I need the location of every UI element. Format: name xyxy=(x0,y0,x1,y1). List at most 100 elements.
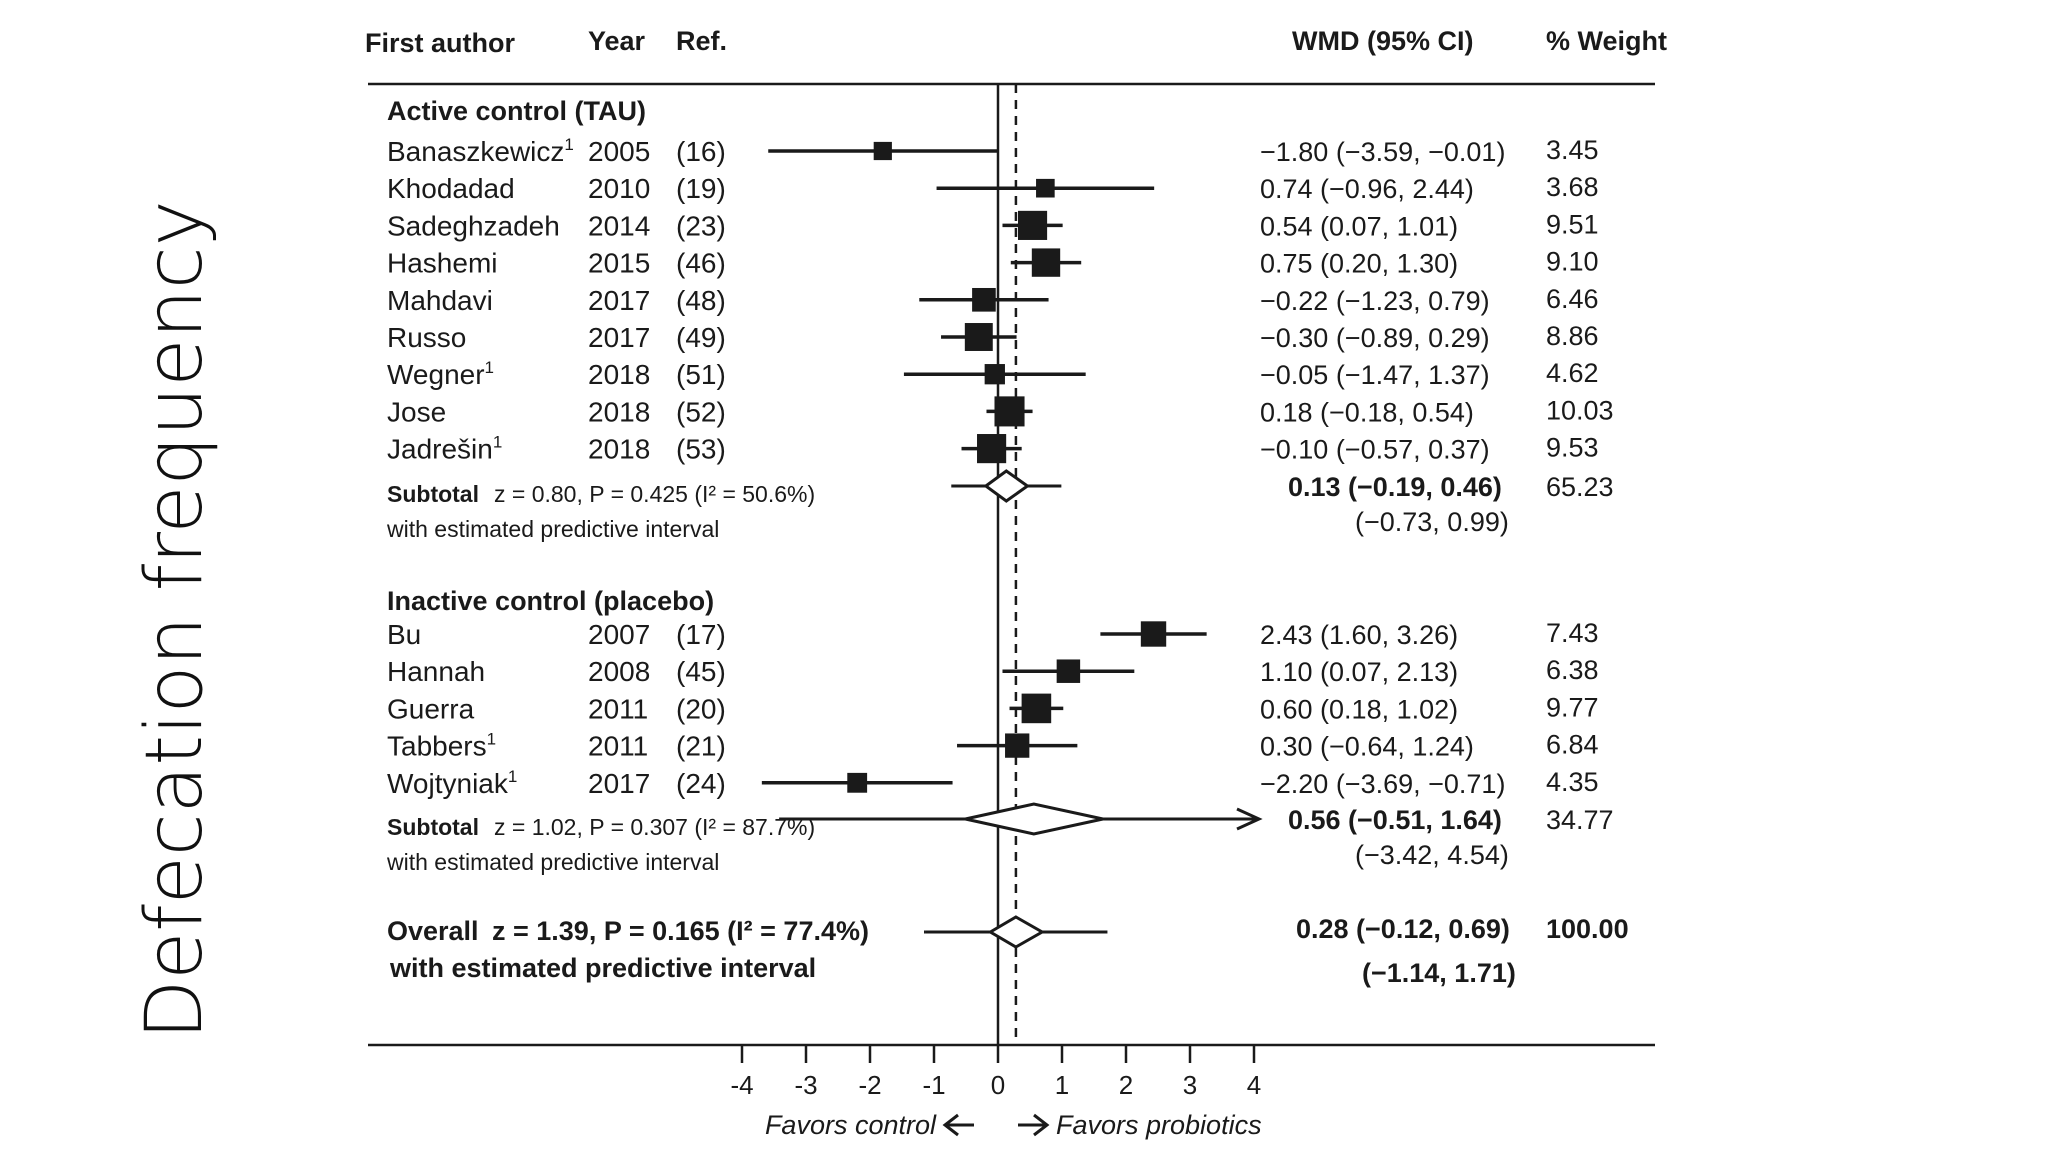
study-weight: 4.35 xyxy=(1546,767,1599,797)
study-wmd-ci: 0.75 (0.20, 1.30) xyxy=(1260,249,1458,279)
study-weight: 10.03 xyxy=(1546,395,1614,425)
study-weight: 7.43 xyxy=(1546,618,1599,648)
study-wmd-ci: −0.30 (−0.89, 0.29) xyxy=(1260,323,1490,353)
subtotal-stats: z = 0.80, P = 0.425 (I² = 50.6%) xyxy=(494,481,815,507)
study-author-name: Hashemi xyxy=(387,248,497,279)
study-point-estimate xyxy=(1140,621,1167,647)
study-author-footnote: 1 xyxy=(508,767,517,786)
study-author-name: Khodadad xyxy=(387,173,515,204)
study-ref: (45) xyxy=(676,656,726,687)
x-tick-label: 4 xyxy=(1247,1070,1261,1100)
header-year: Year xyxy=(588,26,646,56)
study-year: 2015 xyxy=(588,248,650,279)
study-year: 2010 xyxy=(588,173,650,204)
study-ref: (46) xyxy=(676,248,726,279)
study-author: Hashemi xyxy=(387,248,497,279)
right-arrow-head xyxy=(1033,1113,1050,1137)
group-title: Active control (TAU) xyxy=(387,96,646,126)
x-tick-label: 1 xyxy=(1055,1070,1069,1100)
study-weight: 9.51 xyxy=(1546,209,1599,239)
subtotal-weight: 65.23 xyxy=(1546,472,1614,502)
study-year: 2011 xyxy=(588,731,648,762)
study-point-estimate xyxy=(1018,210,1048,240)
subtotal-pi-label: with estimated predictive interval xyxy=(386,849,719,875)
study-weight: 3.68 xyxy=(1546,172,1599,202)
study-wmd-ci: −0.05 (−1.47, 1.37) xyxy=(1260,360,1490,390)
study-weight: 3.45 xyxy=(1546,135,1599,165)
study-author-name: Wegner xyxy=(387,359,485,390)
study-year: 2011 xyxy=(588,693,648,724)
study-point-estimate xyxy=(873,141,892,161)
overall-diamond xyxy=(987,915,1046,949)
study-author-footnote: 1 xyxy=(485,358,494,377)
overall-pi: (−1.14, 1.71) xyxy=(1362,958,1516,988)
study-author-name: Jadrešin xyxy=(387,434,493,465)
study-year: 2018 xyxy=(588,434,650,465)
study-author: Jose xyxy=(387,396,446,427)
study-author-name: Bu xyxy=(387,619,421,650)
overall-weight: 100.00 xyxy=(1546,914,1629,944)
study-year: 2005 xyxy=(588,136,650,167)
subtotal-diamond xyxy=(965,802,1104,836)
study-weight: 9.10 xyxy=(1546,247,1599,277)
study-wmd-ci: 2.43 (1.60, 3.26) xyxy=(1260,620,1458,650)
x-tick-label: -1 xyxy=(922,1070,945,1100)
study-ref: (21) xyxy=(676,731,726,762)
subtotal-stats: z = 1.02, P = 0.307 (I² = 87.7%) xyxy=(494,814,815,840)
study-year: 2008 xyxy=(588,656,650,687)
study-ref: (16) xyxy=(676,136,726,167)
study-weight: 6.38 xyxy=(1546,655,1599,685)
subtotal-weight: 34.77 xyxy=(1546,805,1614,835)
subtotal-wmd-ci: 0.56 (−0.51, 1.64) xyxy=(1288,805,1502,835)
study-author-footnote: 1 xyxy=(493,433,502,452)
study-author: Mahdavi xyxy=(387,285,493,316)
study-ref: (48) xyxy=(676,285,726,316)
header-weight: % Weight xyxy=(1546,26,1667,56)
study-year: 2017 xyxy=(588,285,650,316)
study-weight: 6.46 xyxy=(1546,284,1599,314)
study-year: 2007 xyxy=(588,619,650,650)
subtotal-diamond xyxy=(983,469,1031,503)
study-weight: 6.84 xyxy=(1546,730,1599,760)
study-author-name: Sadeghzadeh xyxy=(387,210,560,241)
study-year: 2014 xyxy=(588,210,650,241)
study-author: Jadrešin1 xyxy=(387,433,502,465)
study-point-estimate xyxy=(1036,178,1055,198)
study-author-name: Banaszkewicz xyxy=(387,136,564,167)
study-point-estimate xyxy=(1005,733,1030,758)
study-point-estimate xyxy=(1021,693,1052,724)
overall-label: Overall xyxy=(387,916,479,946)
study-wmd-ci: 0.18 (−0.18, 0.54) xyxy=(1260,397,1474,427)
x-tick-label: -4 xyxy=(730,1070,753,1100)
study-ref: (49) xyxy=(676,322,726,353)
subtotal-wmd-ci: 0.13 (−0.19, 0.46) xyxy=(1288,472,1502,502)
study-author: Sadeghzadeh xyxy=(387,210,560,241)
study-ref: (20) xyxy=(676,693,726,724)
favors-control-label: Favors control xyxy=(765,1110,937,1140)
study-author: Wojtyniak1 xyxy=(387,767,517,799)
header-wmd-ci: WMD (95% CI) xyxy=(1292,26,1474,56)
study-wmd-ci: −1.80 (−3.59, −0.01) xyxy=(1260,137,1505,167)
x-tick-label: 0 xyxy=(991,1070,1005,1100)
study-ref: (19) xyxy=(676,173,726,204)
study-author-name: Mahdavi xyxy=(387,285,493,316)
study-wmd-ci: 0.54 (0.07, 1.01) xyxy=(1260,211,1458,241)
study-year: 2017 xyxy=(588,322,650,353)
header-first-author: First author xyxy=(365,28,515,58)
subtotal-label: Subtotal xyxy=(387,481,479,507)
study-author: Wegner1 xyxy=(387,358,494,390)
x-tick-label: 3 xyxy=(1183,1070,1197,1100)
study-point-estimate xyxy=(984,364,1005,385)
study-author-name: Tabbers xyxy=(387,731,487,762)
study-author-name: Guerra xyxy=(387,693,475,724)
header-ref: Ref. xyxy=(676,26,727,56)
study-ref: (24) xyxy=(676,768,726,799)
study-author: Banaszkewicz1 xyxy=(387,135,574,167)
study-ref: (53) xyxy=(676,434,726,465)
study-wmd-ci: 0.74 (−0.96, 2.44) xyxy=(1260,174,1474,204)
study-wmd-ci: 1.10 (0.07, 2.13) xyxy=(1260,657,1458,687)
x-tick-label: -3 xyxy=(794,1070,817,1100)
study-ref: (51) xyxy=(676,359,726,390)
study-wmd-ci: 0.30 (−0.64, 1.24) xyxy=(1260,732,1474,762)
study-author-name: Hannah xyxy=(387,656,485,687)
